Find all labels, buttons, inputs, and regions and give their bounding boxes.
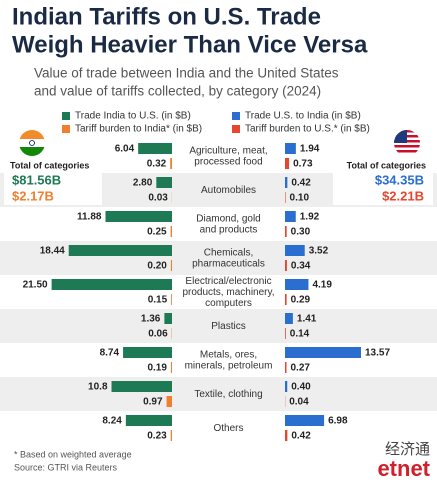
value-label: 0.10 bbox=[290, 193, 310, 204]
value-label: 0.06 bbox=[148, 329, 168, 340]
value-label: 0.42 bbox=[291, 178, 311, 189]
bar bbox=[126, 415, 172, 426]
bar bbox=[171, 226, 172, 237]
value-label: 10.8 bbox=[88, 382, 108, 393]
bar bbox=[285, 381, 287, 392]
legend-swatch bbox=[62, 125, 70, 133]
subtitle: Value of trade between India and the Uni… bbox=[34, 66, 339, 81]
bar bbox=[285, 415, 324, 426]
value-label: 0.34 bbox=[291, 261, 311, 272]
legend-label: Trade U.S. to India (in $B) bbox=[245, 111, 361, 122]
bar bbox=[285, 430, 287, 441]
legend-swatch bbox=[232, 112, 240, 120]
chart-title: Indian Tariffs on U.S. Trade bbox=[12, 3, 321, 30]
value-label: 0.14 bbox=[290, 329, 310, 340]
legend-swatch bbox=[62, 112, 70, 120]
value-label: 21.50 bbox=[23, 280, 48, 291]
bar bbox=[156, 177, 172, 188]
legend-label: Trade India to U.S. (in $B) bbox=[75, 111, 191, 122]
value-label: 0.40 bbox=[291, 382, 311, 393]
legend-swatch bbox=[232, 125, 240, 133]
value-label: 0.30 bbox=[291, 227, 311, 238]
value-label: 0.23 bbox=[147, 431, 167, 442]
value-label: 18.44 bbox=[40, 246, 65, 257]
value-label: 6.04 bbox=[115, 144, 135, 155]
category-label: Automobiles bbox=[201, 185, 256, 196]
total-value: $34.35B bbox=[375, 172, 424, 187]
value-label: 0.04 bbox=[289, 397, 309, 408]
legend-label: Tariff burden to U.S.* (in $B) bbox=[245, 124, 370, 135]
bar bbox=[170, 158, 172, 169]
total-value: $81.56B bbox=[12, 172, 61, 187]
value-label: 0.25 bbox=[147, 227, 167, 238]
india-flag bbox=[19, 130, 45, 156]
value-label: 4.19 bbox=[312, 280, 332, 291]
bar bbox=[285, 362, 287, 373]
bar bbox=[52, 279, 172, 290]
bar bbox=[285, 192, 286, 203]
value-label: 0.42 bbox=[291, 431, 311, 442]
bar bbox=[285, 294, 287, 305]
value-label: 0.15 bbox=[148, 295, 168, 306]
legend-label: Tariff burden to India* (in $B) bbox=[75, 124, 202, 135]
bar bbox=[167, 396, 172, 407]
value-label: 0.20 bbox=[147, 261, 167, 272]
value-label: 8.74 bbox=[100, 348, 120, 359]
value-label: 0.29 bbox=[291, 295, 311, 306]
category-label: Agriculture, meat,processed food bbox=[189, 145, 267, 167]
value-label: 0.73 bbox=[293, 159, 313, 170]
bar bbox=[123, 347, 172, 358]
bar bbox=[285, 347, 361, 358]
bar bbox=[171, 430, 172, 441]
bar bbox=[164, 313, 172, 324]
footnote: * Based on weighted average bbox=[14, 449, 132, 459]
bar bbox=[285, 143, 296, 154]
bar bbox=[171, 260, 172, 271]
total-label: Total of categories bbox=[347, 160, 426, 170]
total-value: $2.21B bbox=[382, 188, 424, 203]
bar bbox=[285, 328, 286, 339]
bar bbox=[285, 279, 308, 290]
value-label: 1.94 bbox=[300, 144, 320, 155]
watermark: etnet bbox=[377, 456, 430, 481]
total-value: $2.17B bbox=[12, 188, 54, 203]
bar bbox=[285, 260, 287, 271]
us-flag bbox=[394, 130, 420, 156]
source: Source: GTRI via Reuters bbox=[14, 462, 118, 472]
bar bbox=[285, 158, 289, 169]
value-label: 2.80 bbox=[133, 178, 153, 189]
bar bbox=[105, 211, 172, 222]
value-label: 0.03 bbox=[148, 193, 168, 204]
bar bbox=[285, 313, 293, 324]
value-label: 8.24 bbox=[102, 416, 122, 427]
value-label: 13.57 bbox=[365, 348, 390, 359]
category-label: Plastics bbox=[211, 321, 245, 332]
bar bbox=[285, 211, 296, 222]
category-label: Textile, clothing bbox=[194, 389, 262, 400]
value-label: 0.19 bbox=[147, 363, 167, 374]
value-label: 3.52 bbox=[309, 246, 329, 257]
value-label: 1.92 bbox=[300, 212, 320, 223]
subtitle: and value of tariffs collected, by categ… bbox=[34, 84, 321, 99]
value-label: 0.27 bbox=[291, 363, 311, 374]
value-label: 1.36 bbox=[141, 314, 161, 325]
bar bbox=[285, 245, 305, 256]
bar bbox=[285, 177, 287, 188]
bar bbox=[69, 245, 172, 256]
value-label: 11.88 bbox=[77, 212, 102, 223]
value-label: 1.41 bbox=[297, 314, 317, 325]
bar bbox=[171, 294, 172, 305]
total-label: Total of categories bbox=[10, 160, 89, 170]
value-label: 0.97 bbox=[143, 397, 163, 408]
bar bbox=[285, 226, 287, 237]
category-label: Others bbox=[213, 423, 243, 434]
chart-title: Weigh Heavier Than Vice Versa bbox=[12, 31, 368, 58]
bar bbox=[138, 143, 172, 154]
bar bbox=[171, 362, 172, 373]
bar bbox=[112, 381, 172, 392]
value-label: 0.32 bbox=[147, 159, 167, 170]
value-label: 6.98 bbox=[328, 416, 348, 427]
